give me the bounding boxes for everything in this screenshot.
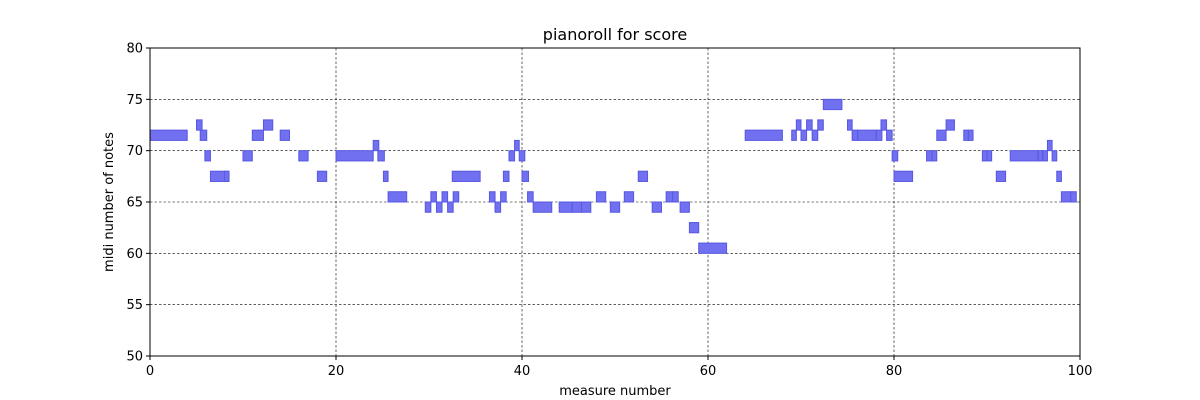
note-bar-71: [995, 170, 1007, 182]
note-bar-0: [149, 129, 188, 141]
note-bar-18: [430, 191, 437, 203]
note-bar-28: [508, 150, 516, 162]
y-tick-label-70: 70: [126, 144, 143, 159]
note-bar-16: [387, 191, 408, 203]
x-tick-label-100: 100: [1068, 364, 1093, 379]
note-bar-51: [806, 119, 813, 131]
note-bar-38: [609, 201, 621, 213]
note-bar-15: [382, 170, 389, 182]
y-axis-ticks: 50 55 60 65 70 75 80: [126, 42, 150, 365]
note-bar-53: [817, 119, 824, 131]
note-bar-74: [1042, 150, 1048, 162]
note-bar-48: [791, 129, 797, 141]
note-bar-35: [571, 201, 583, 213]
note-bar-33: [532, 201, 553, 213]
note-bar-61: [891, 150, 899, 162]
x-axis-label: measure number: [559, 384, 671, 399]
y-tick-label-65: 65: [126, 196, 143, 211]
note-bar-5: [223, 170, 230, 182]
note-bar-14: [377, 150, 385, 162]
note-bar-64: [931, 150, 938, 162]
y-axis-label: midi number of notes: [102, 132, 117, 272]
note-bar-69: [981, 150, 988, 162]
note-bar-6: [242, 150, 253, 162]
y-tick-label-75: 75: [126, 93, 143, 108]
note-bar-22: [452, 191, 460, 203]
y-tick-label-60: 60: [126, 247, 143, 262]
x-tick-label-0: 0: [146, 364, 154, 379]
note-bar-26: [500, 191, 507, 203]
note-bar-58: [875, 129, 883, 141]
note-bar-62: [893, 170, 914, 182]
note-bar-9: [279, 129, 291, 141]
note-bar-46: [698, 242, 728, 254]
note-bar-59: [880, 119, 888, 131]
note-bar-24: [488, 191, 496, 203]
note-bar-32: [527, 191, 534, 203]
note-bar-39: [623, 191, 635, 203]
x-tick-label-80: 80: [886, 364, 903, 379]
note-bar-20: [441, 191, 449, 203]
chart-title: pianoroll for score: [543, 25, 687, 44]
note-bar-37: [595, 191, 607, 203]
note-bar-60: [886, 129, 893, 141]
note-bar-34: [558, 201, 573, 213]
note-bar-4: [209, 170, 227, 182]
note-bar-65: [936, 129, 947, 141]
note-bar-30: [518, 150, 526, 162]
x-tick-label-40: 40: [514, 364, 531, 379]
note-bar-2: [199, 129, 208, 141]
note-bar-31: [521, 170, 530, 182]
note-bar-47: [744, 129, 783, 141]
note-bar-25: [494, 201, 502, 213]
x-tick-label-20: 20: [328, 364, 345, 379]
note-bar-73: [1037, 150, 1044, 162]
note-bar-52: [811, 129, 819, 141]
note-bar-66: [945, 119, 955, 131]
note-bar-17: [424, 201, 432, 213]
note-bar-54: [822, 98, 843, 111]
note-bar-67: [963, 129, 969, 141]
note-bar-36: [581, 201, 592, 213]
note-bar-23: [451, 170, 481, 182]
note-bar-19: [435, 201, 443, 213]
note-bar-55: [847, 119, 853, 131]
note-bar-68: [967, 129, 974, 141]
y-tick-label-55: 55: [126, 298, 143, 313]
note-bar-78: [1060, 191, 1072, 203]
note-bar-75: [1046, 139, 1053, 152]
note-bar-12: [335, 150, 374, 162]
y-tick-label-50: 50: [126, 350, 143, 365]
note-bar-44: [679, 201, 690, 213]
x-tick-label-60: 60: [700, 364, 717, 379]
note-bar-57: [857, 129, 877, 141]
note-bar-76: [1051, 150, 1058, 162]
note-bar-79: [1070, 191, 1077, 203]
note-bar-29: [514, 139, 520, 152]
note-bar-10: [298, 150, 309, 162]
note-bar-77: [1056, 170, 1062, 182]
x-axis-ticks: 0 20 40 60 80 100: [146, 356, 1093, 379]
note-bar-63: [926, 150, 933, 162]
note-bar-27: [502, 170, 510, 182]
note-bar-70: [986, 150, 993, 162]
note-bar-42: [665, 191, 674, 203]
note-bar-21: [447, 201, 454, 213]
note-bar-43: [672, 191, 679, 203]
note-bar-40: [637, 170, 649, 182]
note-bar-3: [204, 150, 211, 162]
note-bar-11: [316, 170, 328, 182]
note-bar-72: [1009, 150, 1039, 162]
note-bar-7: [251, 129, 264, 141]
note-bar-13: [372, 139, 380, 152]
note-bar-56: [851, 129, 859, 141]
note-bar-41: [651, 201, 663, 213]
note-bar-50: [800, 129, 808, 141]
note-bar-49: [795, 119, 802, 131]
y-tick-label-80: 80: [126, 42, 143, 57]
note-bar-1: [196, 119, 203, 131]
note-bar-8: [262, 119, 274, 131]
note-bar-45: [688, 222, 700, 234]
